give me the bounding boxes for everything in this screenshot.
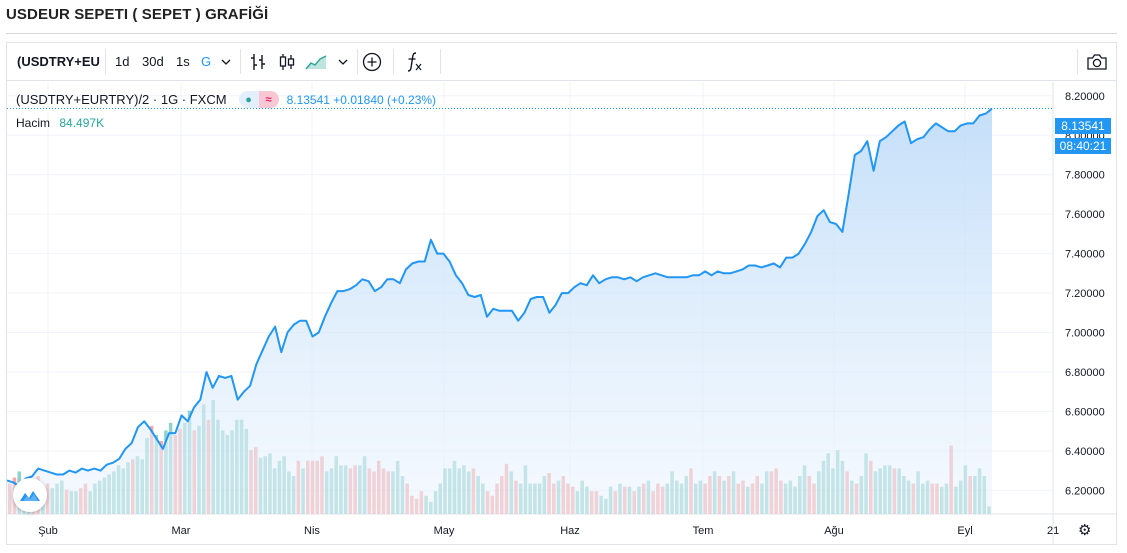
chevron-down-icon[interactable]	[220, 43, 232, 80]
y-tick-label: 7.40000	[1065, 249, 1105, 261]
y-tick-label: 8.20000	[1065, 91, 1105, 103]
x-tick-label: 21	[1047, 525, 1059, 537]
toolbar-divider	[357, 49, 358, 74]
area-style-icon[interactable]	[305, 43, 327, 80]
symbol-search-button[interactable]: (USDTRY+EU	[17, 54, 100, 69]
chart-widget	[6, 42, 1117, 545]
x-tick-label: Şub	[38, 525, 58, 537]
y-tick-label: 7.00000	[1065, 328, 1105, 340]
y-tick-label: 7.60000	[1065, 209, 1105, 221]
toolbar-divider	[440, 49, 441, 74]
tradingview-logo[interactable]	[13, 478, 47, 512]
y-tick-label: 6.40000	[1065, 446, 1105, 458]
volume-legend: Hacim 84.497K	[16, 116, 104, 130]
toolbar-divider	[240, 49, 241, 74]
last-price-badge: 8.13541	[1055, 118, 1111, 134]
interval-1s-button[interactable]: 1s	[176, 54, 190, 69]
x-tick-label: Eyl	[957, 525, 972, 537]
x-tick-label: Nis	[304, 525, 320, 537]
legend-toggle[interactable]: ● ≈	[238, 91, 279, 108]
status-dot-icon[interactable]: ●	[245, 93, 252, 106]
toolbar-divider	[393, 49, 394, 74]
series-legend: (USDTRY+EURTRY)/2 · 1G · FXCM ● ≈ 8.1354…	[16, 91, 436, 108]
legend-values: 8.13541 +0.01840 (+0.23%)	[287, 93, 437, 107]
x-tick-label: May	[434, 525, 455, 537]
chart-toolbar: (USDTRY+EU 1d 30d 1s G	[7, 43, 1116, 81]
bar-style-icon[interactable]	[249, 43, 267, 80]
title-divider	[6, 33, 1117, 34]
y-tick-label: 6.20000	[1065, 485, 1105, 497]
series-description: (USDTRY+EURTRY)/2 · 1G · FXCM	[16, 92, 227, 107]
legend-last-price: 8.13541	[286, 92, 330, 107]
x-tick-label: Mar	[172, 525, 191, 537]
candle-style-icon[interactable]	[278, 43, 296, 80]
interval-30d-button[interactable]: 30d	[142, 54, 164, 69]
x-tick-label: Ağu	[824, 525, 844, 537]
countdown-badge: 08:40:21	[1055, 138, 1111, 154]
logo-icon	[20, 491, 40, 501]
chevron-down-icon[interactable]	[337, 43, 349, 80]
toolbar-divider	[1077, 49, 1078, 74]
add-compare-icon[interactable]	[362, 43, 382, 80]
indicators-fx-icon[interactable]	[405, 43, 423, 80]
chart-area[interactable]: 6.20000 6.40000 6.60000 6.80000 7.00000 7.200…	[6, 82, 1116, 549]
legend-change-pct: (+0.23%)	[387, 92, 437, 107]
x-tick-label: Haz	[560, 525, 580, 537]
legend-change: +0.01840	[333, 92, 384, 107]
page-title: USDEUR SEPETI ( SEPET ) GRAFİĞİ	[6, 6, 269, 23]
y-tick-label: 7.80000	[1065, 170, 1105, 182]
price-chart[interactable]: 6.20000 6.40000 6.60000 6.80000 7.00000 7.200…	[6, 82, 1116, 544]
wave-icon[interactable]: ≈	[258, 91, 279, 108]
y-tick-label: 6.60000	[1065, 406, 1105, 418]
volume-label: Hacim	[16, 116, 51, 130]
interval-active-button[interactable]: G	[201, 54, 212, 69]
y-tick-label: 7.20000	[1065, 288, 1105, 300]
price-line	[6, 107, 993, 488]
volume-value: 84.497K	[59, 116, 105, 130]
y-tick-label: 6.80000	[1065, 367, 1105, 379]
toolbar-divider	[105, 49, 106, 74]
x-tick-label: Tem	[693, 525, 714, 537]
settings-gear-icon[interactable]: ⚙	[1078, 522, 1091, 539]
camera-icon[interactable]	[1086, 43, 1108, 80]
interval-1d-button[interactable]: 1d	[115, 54, 130, 69]
